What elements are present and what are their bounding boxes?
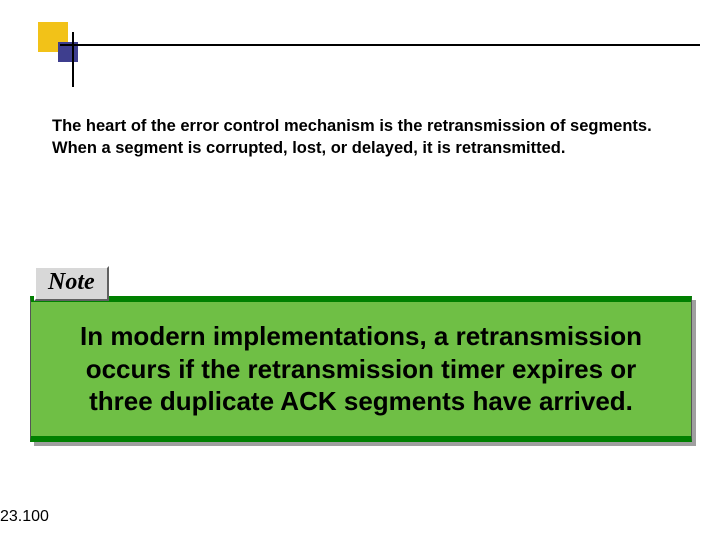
vertical-rule bbox=[72, 32, 74, 87]
note-text: In modern implementations, a retransmiss… bbox=[51, 320, 671, 418]
page-number: 23.100 bbox=[0, 508, 49, 526]
note-label: Note bbox=[34, 266, 109, 301]
horizontal-rule bbox=[60, 44, 700, 46]
note-box: In modern implementations, a retransmiss… bbox=[30, 296, 692, 442]
body-paragraph: The heart of the error control mechanism… bbox=[52, 115, 680, 160]
